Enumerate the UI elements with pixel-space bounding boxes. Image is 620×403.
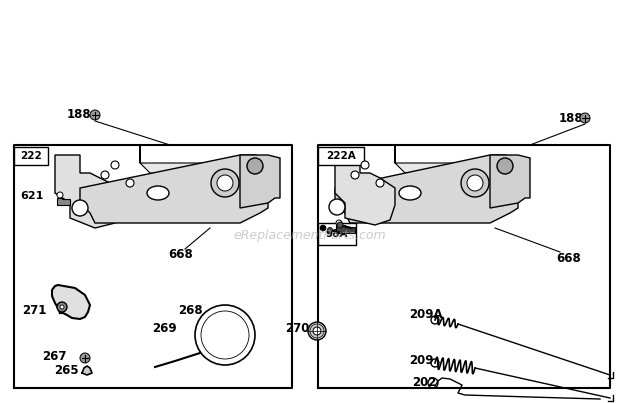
Text: eReplacementParts.com: eReplacementParts.com bbox=[234, 229, 386, 243]
Circle shape bbox=[111, 161, 119, 169]
Ellipse shape bbox=[147, 186, 169, 200]
Text: 621: 621 bbox=[319, 223, 342, 233]
Circle shape bbox=[329, 199, 345, 215]
Polygon shape bbox=[14, 147, 48, 165]
Text: 209: 209 bbox=[409, 353, 433, 366]
Text: 222: 222 bbox=[20, 151, 42, 161]
Polygon shape bbox=[82, 366, 92, 375]
Text: 98A: 98A bbox=[326, 229, 348, 239]
Text: 188: 188 bbox=[559, 112, 583, 125]
Text: 269: 269 bbox=[152, 322, 177, 334]
Polygon shape bbox=[335, 155, 518, 223]
Circle shape bbox=[497, 158, 513, 174]
Text: 209A: 209A bbox=[409, 309, 443, 322]
Polygon shape bbox=[52, 285, 90, 319]
Circle shape bbox=[461, 169, 489, 197]
Circle shape bbox=[351, 171, 359, 179]
Circle shape bbox=[60, 305, 64, 309]
Polygon shape bbox=[240, 155, 280, 208]
Polygon shape bbox=[336, 225, 355, 233]
Polygon shape bbox=[140, 145, 265, 208]
Text: 188: 188 bbox=[67, 108, 92, 121]
Text: 271: 271 bbox=[22, 303, 46, 316]
Text: 668: 668 bbox=[556, 251, 581, 264]
Text: 270: 270 bbox=[285, 322, 309, 334]
Circle shape bbox=[80, 353, 90, 363]
Circle shape bbox=[126, 179, 134, 187]
Circle shape bbox=[467, 175, 483, 191]
Polygon shape bbox=[395, 145, 515, 208]
Circle shape bbox=[308, 322, 326, 340]
Text: 222A: 222A bbox=[326, 151, 356, 161]
Polygon shape bbox=[318, 223, 356, 245]
Circle shape bbox=[376, 179, 384, 187]
Circle shape bbox=[336, 220, 342, 226]
Text: 202: 202 bbox=[412, 376, 436, 390]
Circle shape bbox=[327, 228, 332, 233]
Circle shape bbox=[337, 222, 343, 228]
Circle shape bbox=[101, 171, 109, 179]
Polygon shape bbox=[335, 155, 395, 225]
Text: 265: 265 bbox=[54, 364, 79, 376]
Polygon shape bbox=[80, 155, 268, 223]
Circle shape bbox=[72, 200, 88, 216]
Circle shape bbox=[57, 302, 67, 312]
Text: 621: 621 bbox=[20, 191, 43, 201]
Circle shape bbox=[580, 113, 590, 123]
Polygon shape bbox=[57, 198, 70, 205]
Text: 668: 668 bbox=[168, 249, 193, 262]
Circle shape bbox=[217, 175, 233, 191]
Circle shape bbox=[247, 158, 263, 174]
Polygon shape bbox=[318, 147, 364, 165]
Circle shape bbox=[57, 192, 63, 198]
Circle shape bbox=[90, 110, 100, 120]
Circle shape bbox=[313, 327, 321, 335]
Text: 267: 267 bbox=[42, 349, 66, 363]
Polygon shape bbox=[55, 155, 120, 228]
Ellipse shape bbox=[399, 186, 421, 200]
Circle shape bbox=[361, 161, 369, 169]
Text: 268: 268 bbox=[178, 303, 203, 316]
Circle shape bbox=[211, 169, 239, 197]
Circle shape bbox=[320, 225, 326, 231]
Polygon shape bbox=[490, 155, 530, 208]
